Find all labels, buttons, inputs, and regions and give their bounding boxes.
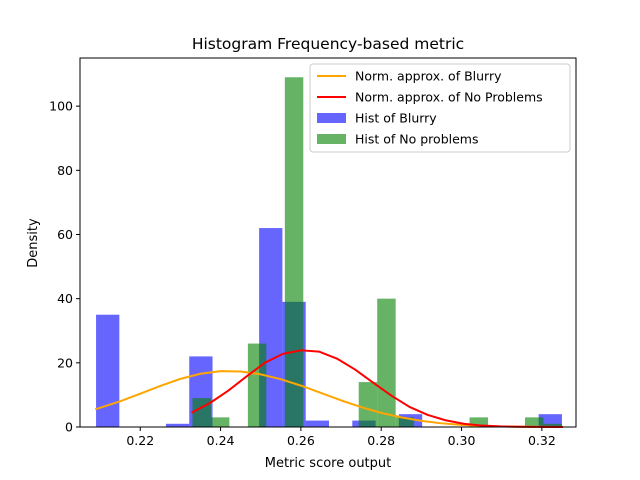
y-tick-label-2: 40 (57, 291, 73, 306)
x-axis: 0.22 0.24 0.26 0.28 0.30 0.32 (126, 427, 556, 448)
curve-1 (191, 349, 563, 428)
hist-bar-1-6 (395, 417, 415, 427)
y-tick-label-0: 0 (65, 420, 73, 435)
legend-label-2: Hist of Blurry (355, 111, 437, 126)
legend: Norm. approx. of Blurry Norm. approx. of … (309, 63, 571, 153)
hist-bar-1-9 (543, 423, 562, 427)
y-axis-label: Density (26, 218, 41, 268)
lines-layer (94, 349, 563, 428)
legend-patch-3 (317, 134, 346, 144)
y-tick-label-1: 20 (57, 355, 73, 370)
legend-patch-2 (317, 113, 346, 123)
legend-box (309, 63, 571, 153)
x-tick-label-2: 0.26 (287, 433, 315, 448)
y-tick-label-4: 80 (57, 163, 73, 178)
hist-bar-1-5 (377, 298, 396, 427)
legend-label-3: Hist of No problems (355, 132, 479, 147)
x-tick-label-5: 0.32 (528, 433, 556, 448)
hist-bar-1-4 (358, 382, 378, 427)
hist-bar-1-3 (284, 77, 304, 427)
axes-frame (79, 57, 577, 428)
legend-label-0: Norm. approx. of Blurry (355, 69, 502, 84)
legend-label-1: Norm. approx. of No Problems (355, 90, 543, 105)
x-tick-label-4: 0.30 (448, 433, 476, 448)
hist-bar-1-8 (524, 417, 544, 427)
y-axis: 0 20 40 60 80 100 (49, 99, 80, 435)
hist-bar-1-1 (210, 417, 230, 427)
hist-bar-0-5 (305, 420, 329, 427)
x-axis-label: Metric score output (265, 456, 392, 471)
hist-bar-0-1 (165, 423, 190, 427)
chart-title: Histogram Frequency-based metric (192, 35, 464, 53)
x-tick-label-0: 0.22 (126, 433, 154, 448)
hist-bar-1-0 (192, 398, 211, 427)
hist-bar-0-0 (96, 314, 120, 427)
hist-bar-1-7 (469, 417, 489, 427)
y-tick-label-3: 60 (57, 227, 73, 242)
y-tick-label-5: 100 (49, 99, 73, 114)
hist-bar-1-2 (247, 343, 267, 427)
x-tick-label-3: 0.28 (367, 433, 395, 448)
x-tick-label-1: 0.24 (207, 433, 235, 448)
